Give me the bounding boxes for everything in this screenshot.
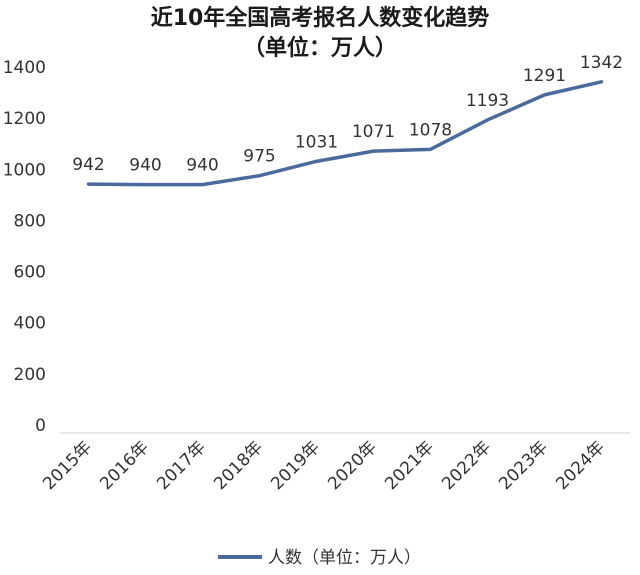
x-tick-label: 2020年	[324, 437, 381, 494]
data-label: 940	[129, 156, 161, 176]
x-tick-label: 2022年	[438, 437, 495, 494]
data-label: 1071	[352, 122, 395, 142]
x-tick-label: 2023年	[495, 437, 552, 494]
x-tick-label: 2018年	[210, 437, 267, 494]
x-tick-label: 2017年	[153, 437, 210, 494]
chart-subtitle: （单位：万人）	[242, 36, 397, 61]
x-tick-label: 2021年	[381, 437, 438, 494]
data-label: 942	[72, 155, 104, 175]
legend-label: 人数（单位：万人）	[268, 548, 421, 568]
y-tick-label: 400	[14, 314, 46, 334]
y-tick-label: 1200	[3, 109, 46, 129]
y-tick-label: 0	[35, 416, 46, 436]
chart-title-block: 近10年全国高考报名人数变化趋势 （单位：万人）	[0, 4, 640, 64]
data-label: 1193	[466, 91, 509, 111]
x-tick-label: 2019年	[267, 437, 324, 494]
series-line	[86, 80, 604, 187]
y-tick-label: 1000	[3, 160, 46, 180]
data-label: 1031	[295, 132, 338, 152]
y-tick-label: 800	[14, 211, 46, 231]
data-label: 940	[186, 156, 218, 176]
y-tick-label: 1400	[3, 58, 46, 78]
x-tick-label: 2024年	[552, 437, 609, 494]
data-label: 1291	[523, 66, 566, 86]
data-label: 1078	[409, 120, 452, 140]
x-tick-label: 2016年	[96, 437, 153, 494]
y-tick-label: 200	[14, 365, 46, 385]
y-tick-label: 600	[14, 263, 46, 283]
data-label: 975	[243, 147, 275, 167]
data-label: 1342	[580, 53, 623, 73]
x-tick-label: 2015年	[39, 437, 96, 494]
chart-title: 近10年全国高考报名人数变化趋势	[150, 6, 490, 31]
